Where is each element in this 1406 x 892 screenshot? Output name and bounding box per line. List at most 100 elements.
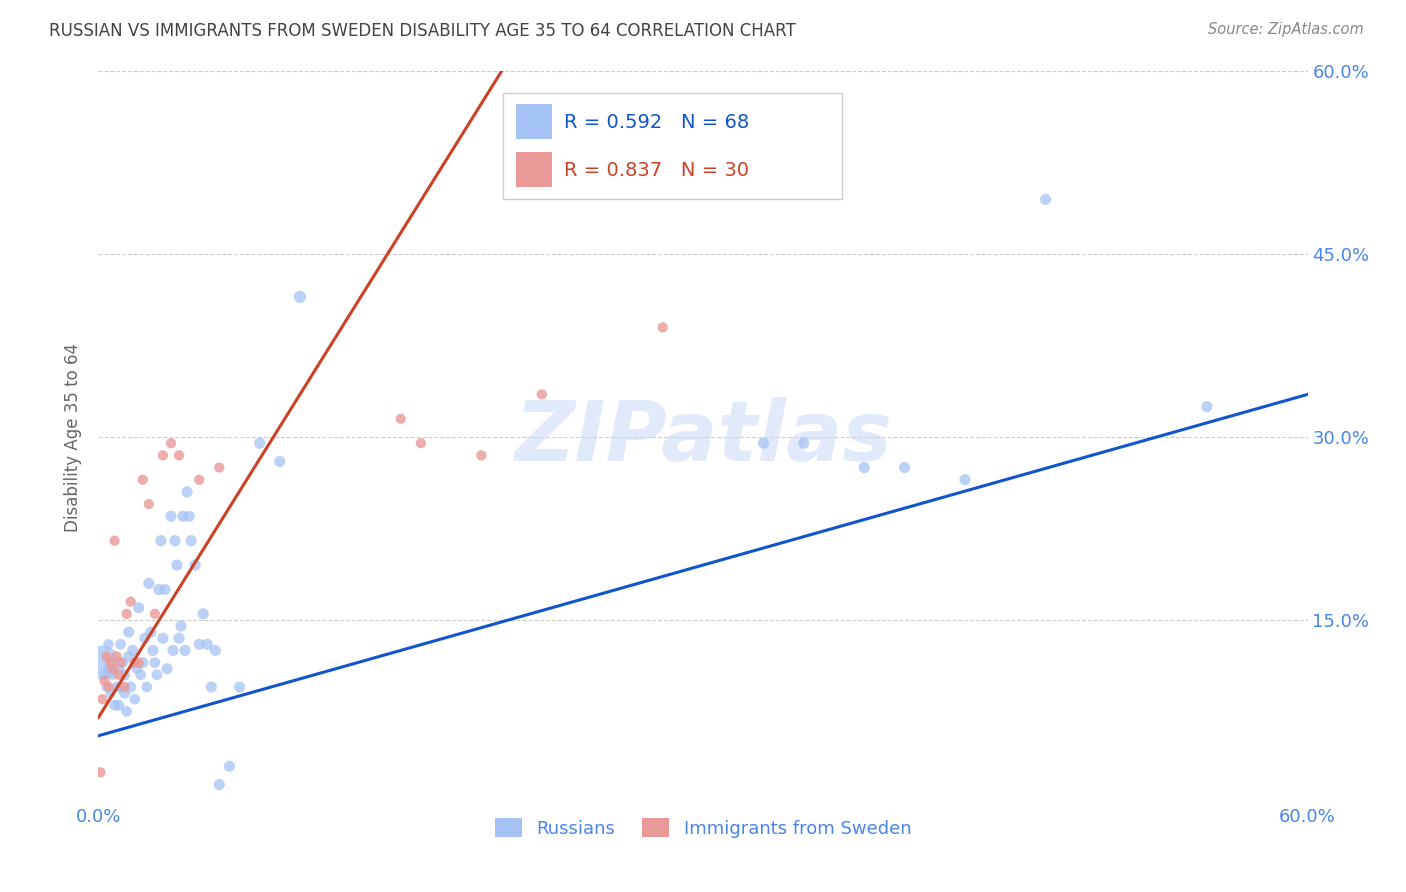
Point <box>142 643 165 657</box>
Point <box>138 576 160 591</box>
Point <box>153 582 176 597</box>
Point <box>228 680 250 694</box>
Point <box>89 765 111 780</box>
Point <box>167 632 190 646</box>
Point <box>409 436 432 450</box>
Point <box>114 667 136 681</box>
Point <box>93 673 115 688</box>
Text: Source: ZipAtlas.com: Source: ZipAtlas.com <box>1208 22 1364 37</box>
Point <box>120 594 142 608</box>
Point <box>149 533 172 548</box>
Point <box>200 680 222 694</box>
Point <box>288 290 311 304</box>
Point <box>107 662 129 676</box>
Point <box>204 643 226 657</box>
Text: ZIPatlas: ZIPatlas <box>515 397 891 477</box>
Point <box>105 649 128 664</box>
Point <box>91 656 114 670</box>
Point <box>96 680 118 694</box>
Point <box>793 436 815 450</box>
Point <box>135 680 157 694</box>
Point <box>195 637 218 651</box>
Text: R = 0.837   N = 30: R = 0.837 N = 30 <box>564 161 749 179</box>
Point <box>470 448 492 462</box>
Point <box>389 412 412 426</box>
Point <box>218 759 240 773</box>
Point <box>188 473 211 487</box>
Point <box>111 656 134 670</box>
Point <box>249 436 271 450</box>
Point <box>118 649 141 664</box>
Point <box>93 667 115 681</box>
Point <box>96 649 118 664</box>
Point <box>148 582 170 597</box>
Point <box>120 680 142 694</box>
Point <box>125 662 148 676</box>
Point <box>114 686 136 700</box>
Point <box>188 637 211 651</box>
Point <box>103 533 125 548</box>
Point <box>174 643 197 657</box>
Point <box>793 101 815 115</box>
Point <box>853 460 876 475</box>
Point <box>121 643 143 657</box>
Point <box>132 473 155 487</box>
Point <box>179 509 201 524</box>
Point <box>132 656 155 670</box>
Point <box>193 607 215 621</box>
Y-axis label: Disability Age 35 to 64: Disability Age 35 to 64 <box>65 343 83 532</box>
Point <box>107 667 129 681</box>
Point <box>152 632 174 646</box>
Point <box>110 656 132 670</box>
Point <box>97 662 120 676</box>
Point <box>100 686 122 700</box>
Point <box>139 625 162 640</box>
Point <box>97 680 120 694</box>
Point <box>118 625 141 640</box>
Point <box>115 705 138 719</box>
Point <box>124 656 146 670</box>
Point <box>129 667 152 681</box>
Point <box>180 533 202 548</box>
Point <box>128 656 150 670</box>
Point <box>124 692 146 706</box>
Point <box>170 619 193 633</box>
Point <box>91 692 114 706</box>
Bar <box>516 152 551 187</box>
Point <box>651 320 673 334</box>
Point <box>105 680 128 694</box>
Point <box>138 497 160 511</box>
Point <box>97 637 120 651</box>
Point <box>269 454 291 468</box>
Point <box>162 643 184 657</box>
Point <box>953 473 976 487</box>
Point <box>110 680 132 694</box>
Point <box>103 698 125 713</box>
Point <box>530 387 553 401</box>
Point <box>752 436 775 450</box>
Point <box>1035 192 1057 206</box>
Point <box>101 662 124 676</box>
Point <box>100 656 122 670</box>
Point <box>107 698 129 713</box>
Point <box>172 509 194 524</box>
Point <box>152 448 174 462</box>
Point <box>143 656 166 670</box>
Point <box>163 533 186 548</box>
Point <box>146 667 169 681</box>
Point <box>128 600 150 615</box>
Point <box>184 558 207 573</box>
Point <box>156 662 179 676</box>
Legend: Russians, Immigrants from Sweden: Russians, Immigrants from Sweden <box>488 811 918 845</box>
Point <box>176 485 198 500</box>
Point <box>160 509 183 524</box>
Point <box>208 778 231 792</box>
Point <box>101 667 124 681</box>
Text: RUSSIAN VS IMMIGRANTS FROM SWEDEN DISABILITY AGE 35 TO 64 CORRELATION CHART: RUSSIAN VS IMMIGRANTS FROM SWEDEN DISABI… <box>49 22 796 40</box>
Point <box>110 637 132 651</box>
Point <box>160 436 183 450</box>
Text: R = 0.592   N = 68: R = 0.592 N = 68 <box>564 113 749 132</box>
Point <box>143 607 166 621</box>
Bar <box>516 104 551 139</box>
Point <box>167 448 190 462</box>
